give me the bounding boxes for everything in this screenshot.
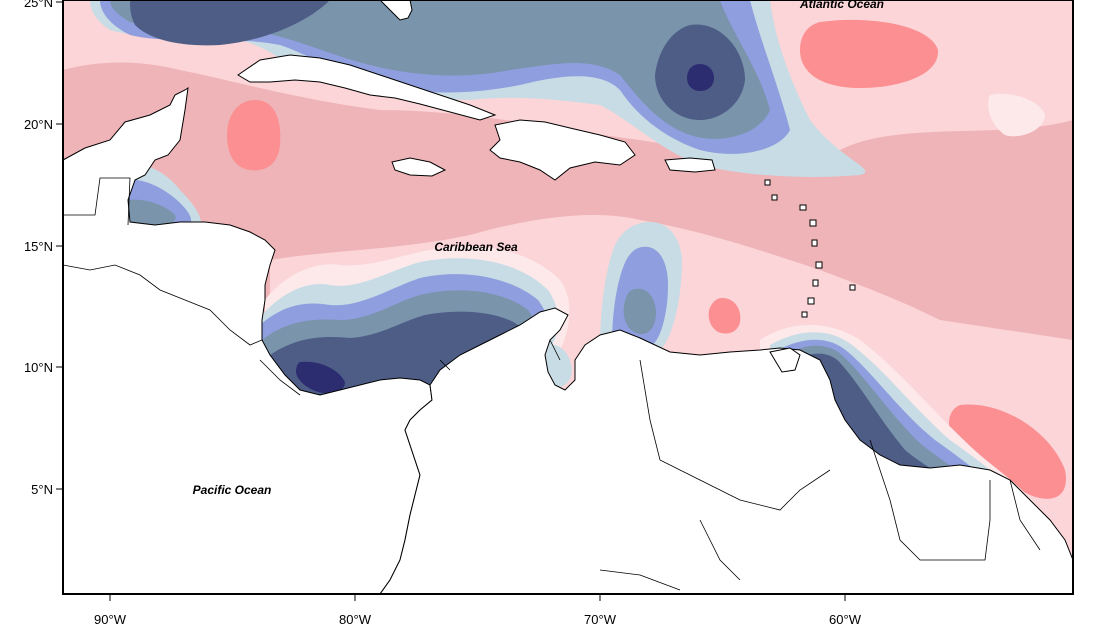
field-blue-ven-slate bbox=[623, 288, 656, 335]
field-salmon-small bbox=[708, 298, 741, 334]
y-tick-25n: 25°N bbox=[24, 0, 53, 10]
label-pacific-ocean: Pacific Ocean bbox=[193, 483, 272, 497]
x-tick-80w: 80°W bbox=[339, 612, 372, 627]
plot-frame bbox=[62, 0, 1074, 595]
y-tick-15n: 15°N bbox=[24, 239, 53, 254]
field-blue-north-dark bbox=[130, 0, 330, 46]
field-blue-ven-light2 bbox=[545, 344, 572, 387]
y-tick-10n: 10°N bbox=[24, 360, 53, 375]
field-salmon-atlantic bbox=[800, 19, 939, 88]
land-florida bbox=[379, 0, 413, 21]
land-yucatan-lines bbox=[63, 177, 1041, 591]
field-blue-belize-slate bbox=[128, 199, 176, 226]
y-tick-5n: 5°N bbox=[31, 482, 53, 497]
land-hispaniola bbox=[489, 119, 636, 181]
field-salmon-east bbox=[948, 404, 1066, 499]
x-axis bbox=[109, 594, 846, 601]
field-blue-north-core bbox=[687, 64, 714, 91]
lesser-antilles bbox=[764, 179, 856, 318]
field-blue-north-slate bbox=[110, 0, 770, 139]
land-south-america bbox=[379, 307, 1073, 594]
field-salmon-west bbox=[227, 100, 281, 171]
x-tick-70w: 70°W bbox=[584, 612, 617, 627]
land-puerto-rico bbox=[664, 157, 716, 173]
y-tick-20n: 20°N bbox=[24, 117, 53, 132]
field-blue-sw-core bbox=[295, 361, 345, 394]
land-cuba bbox=[237, 54, 497, 121]
land-layer bbox=[63, 0, 1073, 594]
land-jamaica bbox=[391, 157, 447, 177]
land-trinidad bbox=[769, 347, 801, 373]
label-atlantic-ocean: Atlantic Ocean bbox=[799, 0, 884, 11]
label-caribbean-sea: Caribbean Sea bbox=[434, 240, 518, 254]
y-axis bbox=[56, 1, 63, 490]
field-blue-north-faint bbox=[988, 93, 1045, 137]
x-tick-90w: 90°W bbox=[94, 612, 127, 627]
x-tick-60w: 60°W bbox=[829, 612, 862, 627]
